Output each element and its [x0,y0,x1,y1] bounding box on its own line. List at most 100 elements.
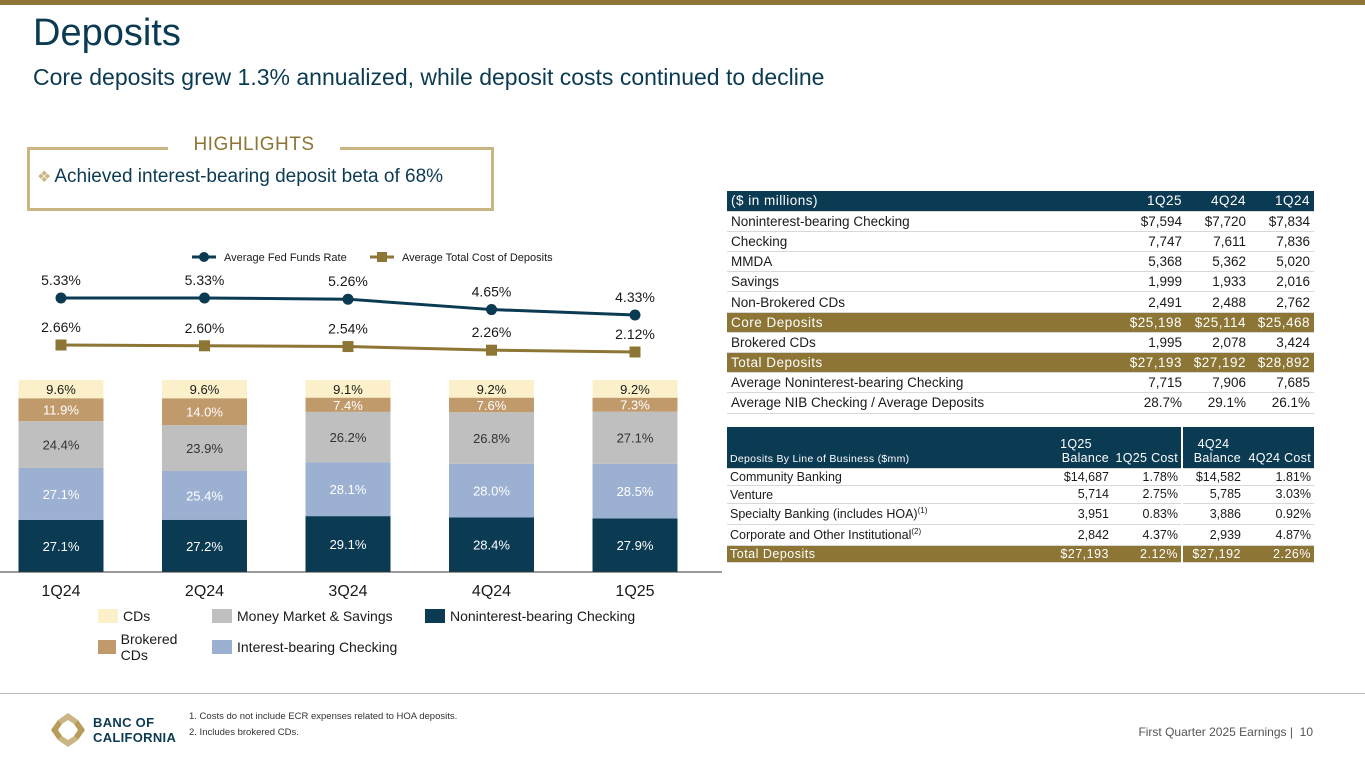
table-header-row: Deposits By Line of Business ($mm) 1Q25 B… [727,427,1314,469]
row-label: Specialty Banking (includes HOA)(1) [727,503,1040,525]
table-cell: 0.92% [1244,503,1314,525]
cds-segment [592,380,678,398]
diamond-bullet-icon: ❖ [37,169,52,186]
highlights-label: HIGHLIGHTS [168,134,340,156]
brokered-cds-segment [592,397,678,412]
cds-segment-label: 9.1% [333,382,363,397]
table-cell: 5,714 [1040,485,1112,504]
line-legend-label: Average Fed Funds Rate [224,252,347,264]
table-cell: 5,020 [1250,251,1314,273]
table-cell: 7,685 [1250,372,1314,394]
header-cell: ($ in millions) [727,191,1114,212]
cost-of-deposits-point [55,339,67,351]
banc-of-california-logo-icon [51,713,85,747]
highlight-text: Achieved interest-bearing deposit beta o… [54,166,444,187]
table-cell: 26.1% [1250,392,1314,414]
table-cell: 2.26% [1244,545,1314,563]
ib-checking-segment-label: 28.1% [330,482,367,497]
ib-checking-segment-label: 28.5% [617,484,654,499]
header-line: Balance [1193,450,1241,465]
header-line: 4Q24 [1197,436,1230,451]
x-axis-tick-label: 2Q24 [185,583,224,600]
fed-funds-label: 4.33% [615,289,655,305]
header-cell: Deposits By Line of Business ($mm) [727,427,1040,469]
mm-savings-segment [162,425,247,472]
mm-savings-segment-label: 27.1% [617,431,654,446]
cost-of-deposits-point [342,341,354,353]
page-number: 10 [1299,725,1313,739]
table-row: MMDA 5,368 5,362 5,020 [727,251,1314,273]
legend-swatch [98,640,116,654]
chart-legend-row-2: Brokered CDs Interest-bearing Checking [98,631,411,663]
table-cell: 7,715 [1114,372,1186,394]
table-row: Average NIB Checking / Average Deposits 2… [727,392,1314,414]
nib-checking-segment [18,519,104,572]
table-row: Corporate and Other Institutional(2) 2,84… [727,524,1314,546]
table-row: Non-Brokered CDs 2,491 2,488 2,762 [727,291,1314,313]
fed-funds-point [199,292,210,304]
table-cell: 3,424 [1250,332,1314,354]
row-label: Average Noninterest-bearing Checking [727,372,1114,394]
legend-brokered-cds: Brokered CDs [98,631,198,663]
cds-segment-label: 9.6% [190,382,220,397]
brokered-cds-segment-label: 7.3% [620,398,650,413]
table-row: Savings 1,999 1,933 2,016 [727,271,1314,293]
nib-checking-segment-label: 27.9% [617,538,654,553]
mm-savings-segment-label: 23.9% [186,441,223,456]
page-subtitle: Core deposits grew 1.3% annualized, whil… [33,64,825,90]
cds-segment-label: 9.2% [477,382,507,397]
highlight-item: ❖ Achieved interest-bearing deposit beta … [37,166,443,188]
x-axis-tick-label: 1Q25 [615,583,654,600]
ib-checking-segment [449,463,534,518]
footnote-ref: (2) [911,526,922,536]
cds-segment [18,379,104,399]
table-cell: 3.03% [1244,485,1314,504]
row-label: Savings [727,271,1114,293]
nib-checking-segment [449,517,534,572]
header-cell: 4Q24 [1186,191,1250,212]
legend-swatch [425,609,445,623]
table-row: Checking 7,747 7,611 7,836 [727,231,1314,253]
cds-segment [305,380,391,398]
fed-funds-label: 5.33% [185,272,225,288]
mm-savings-segment [18,421,104,468]
header-cell: 4Q24 Balance [1182,427,1244,469]
table-cell: 2,016 [1250,271,1314,293]
cost-of-deposits-label: 2.54% [328,321,368,337]
nib-checking-segment [162,519,247,572]
table-cell: 5,368 [1114,251,1186,273]
line-of-business-table: Deposits By Line of Business ($mm) 1Q25 B… [727,427,1314,563]
fed-funds-label: 4.65% [472,284,512,300]
header-cell: 1Q25 [1114,191,1186,212]
x-axis-tick-label: 3Q24 [328,583,367,600]
line-legend-marker [377,252,387,262]
mm-savings-segment [592,411,678,464]
row-label: Checking [727,231,1114,253]
table-cell: 2,488 [1186,291,1250,313]
cds-segment [162,379,247,399]
table-cell: 7,611 [1186,231,1250,253]
row-label: Noninterest-bearing Checking [727,211,1114,232]
row-label-text: Community Banking [730,470,842,485]
cds-segment-label: 9.2% [620,382,650,397]
table-row: Venture 5,714 2.75% 5,785 3.03% [727,485,1314,504]
ib-checking-segment [18,467,104,520]
table-cell: $25,468 [1250,312,1314,333]
table-cell: 2,491 [1114,291,1186,313]
header-line: 1Q25 [1060,436,1092,451]
brokered-cds-segment [305,397,391,412]
line-legend-label: Average Total Cost of Deposits [402,252,553,264]
brokered-cds-segment [18,398,104,422]
table-cell: 1,999 [1114,271,1186,293]
brokered-cds-segment-label: 7.4% [333,398,363,413]
table-cell: 1,933 [1186,271,1250,293]
fed-funds-point [342,293,354,305]
table-cell: $7,594 [1114,211,1186,232]
row-label: Brokered CDs [727,332,1114,354]
header-cell: 1Q25 Cost [1112,427,1183,469]
table-row: Average Noninterest-bearing Checking 7,71… [727,372,1314,394]
fed-funds-point [55,292,67,304]
top-accent-bar [0,0,1365,5]
cost-of-deposits-point [629,346,641,358]
table-cell: 2,939 [1182,524,1244,546]
